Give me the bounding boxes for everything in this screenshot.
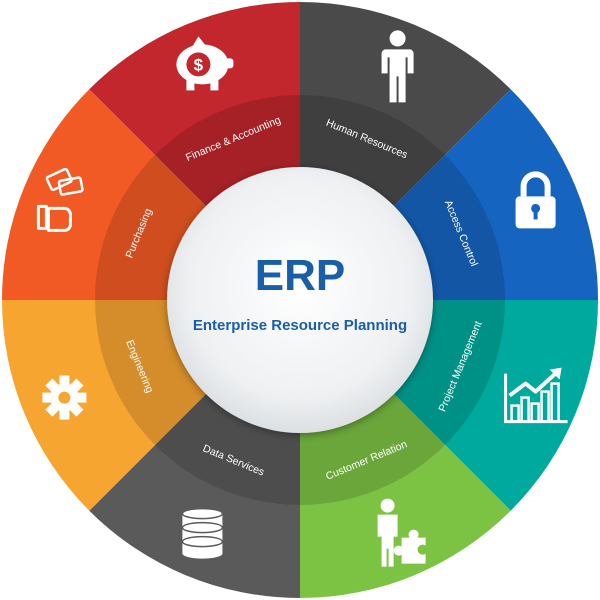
padlock-icon: [515, 171, 556, 229]
growth-chart-icon: [504, 367, 568, 424]
center-hub: [167, 167, 433, 433]
person-icon: [381, 30, 414, 103]
center-subtitle: Enterprise Resource Planning: [193, 317, 407, 334]
piggy-bank-icon: $: [176, 36, 234, 91]
person-puzzle-icon: [377, 498, 426, 567]
segment-icons-layer: $: [36, 30, 568, 567]
gear-icon: [42, 375, 87, 420]
database-icon: [181, 507, 224, 559]
center-title: ERP: [255, 251, 345, 300]
svg-text:$: $: [194, 55, 204, 74]
hand-money-icon: [36, 167, 84, 232]
